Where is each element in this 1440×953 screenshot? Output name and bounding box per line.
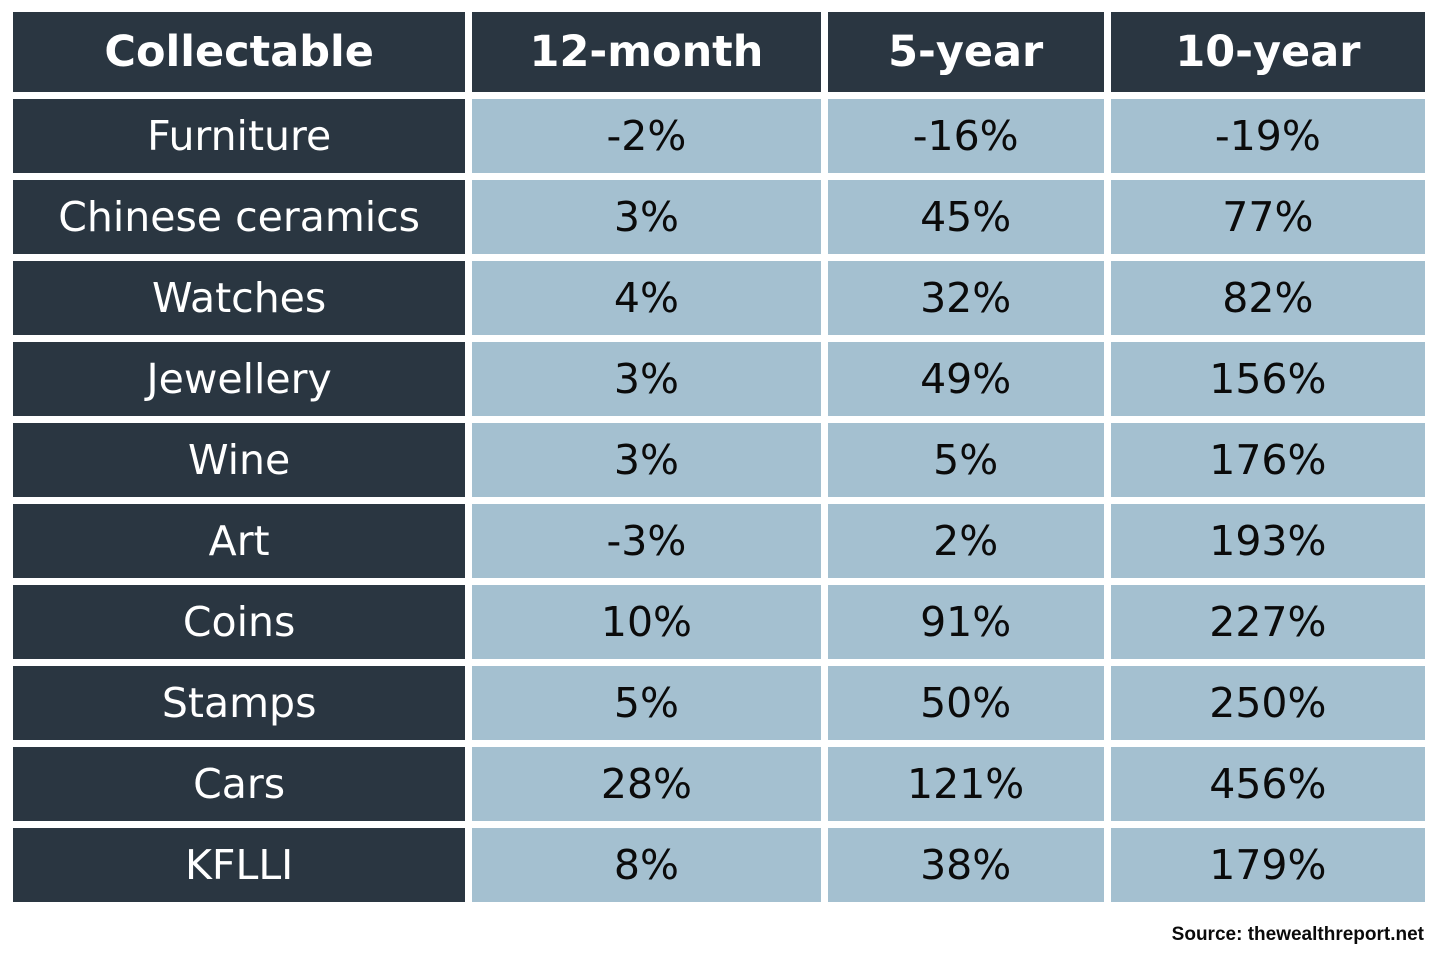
- cell-value: 32%: [827, 261, 1104, 335]
- table-row: Cars 28% 121% 456%: [13, 747, 1425, 821]
- cell-value: -16%: [827, 99, 1104, 173]
- cell-value: 250%: [1110, 666, 1425, 740]
- table-row: Jewellery 3% 49% 156%: [13, 342, 1425, 416]
- cell-value: 456%: [1110, 747, 1425, 821]
- cell-value: -19%: [1110, 99, 1425, 173]
- column-header-12-month: 12-month: [472, 12, 821, 92]
- row-label-wine: Wine: [13, 423, 466, 497]
- table-row: Watches 4% 32% 82%: [13, 261, 1425, 335]
- row-label-stamps: Stamps: [13, 666, 466, 740]
- cell-value: -2%: [472, 99, 821, 173]
- cell-value: -3%: [472, 504, 821, 578]
- cell-value: 2%: [827, 504, 1104, 578]
- cell-value: 176%: [1110, 423, 1425, 497]
- cell-value: 3%: [472, 423, 821, 497]
- source-caption: Source: thewealthreport.net: [1171, 924, 1424, 945]
- cell-value: 179%: [1110, 828, 1425, 902]
- row-label-chinese-ceramics: Chinese ceramics: [13, 180, 466, 254]
- table-row: Chinese ceramics 3% 45% 77%: [13, 180, 1425, 254]
- row-label-cars: Cars: [13, 747, 466, 821]
- table-header-row: Collectable 12-month 5-year 10-year: [13, 12, 1425, 92]
- cell-value: 227%: [1110, 585, 1425, 659]
- table-row: KFLLI 8% 38% 179%: [13, 828, 1425, 902]
- table-row: Art -3% 2% 193%: [13, 504, 1425, 578]
- row-label-art: Art: [13, 504, 466, 578]
- cell-value: 3%: [472, 342, 821, 416]
- cell-value: 193%: [1110, 504, 1425, 578]
- row-label-kflli: KFLLI: [13, 828, 466, 902]
- cell-value: 91%: [827, 585, 1104, 659]
- cell-value: 156%: [1110, 342, 1425, 416]
- cell-value: 8%: [472, 828, 821, 902]
- row-label-furniture: Furniture: [13, 99, 466, 173]
- table-row: Coins 10% 91% 227%: [13, 585, 1425, 659]
- column-header-collectable: Collectable: [13, 12, 466, 92]
- cell-value: 49%: [827, 342, 1104, 416]
- table-row: Furniture -2% -16% -19%: [13, 99, 1425, 173]
- cell-value: 5%: [472, 666, 821, 740]
- row-label-watches: Watches: [13, 261, 466, 335]
- cell-value: 3%: [472, 180, 821, 254]
- cell-value: 121%: [827, 747, 1104, 821]
- column-header-5-year: 5-year: [827, 12, 1104, 92]
- cell-value: 50%: [827, 666, 1104, 740]
- column-header-10-year: 10-year: [1110, 12, 1425, 92]
- table-row: Wine 3% 5% 176%: [13, 423, 1425, 497]
- cell-value: 77%: [1110, 180, 1425, 254]
- cell-value: 5%: [827, 423, 1104, 497]
- cell-value: 10%: [472, 585, 821, 659]
- cell-value: 82%: [1110, 261, 1425, 335]
- cell-value: 45%: [827, 180, 1104, 254]
- row-label-jewellery: Jewellery: [13, 342, 466, 416]
- collectables-returns-table: Collectable 12-month 5-year 10-year Furn…: [6, 5, 1432, 909]
- row-label-coins: Coins: [13, 585, 466, 659]
- cell-value: 4%: [472, 261, 821, 335]
- cell-value: 38%: [827, 828, 1104, 902]
- table-row: Stamps 5% 50% 250%: [13, 666, 1425, 740]
- cell-value: 28%: [472, 747, 821, 821]
